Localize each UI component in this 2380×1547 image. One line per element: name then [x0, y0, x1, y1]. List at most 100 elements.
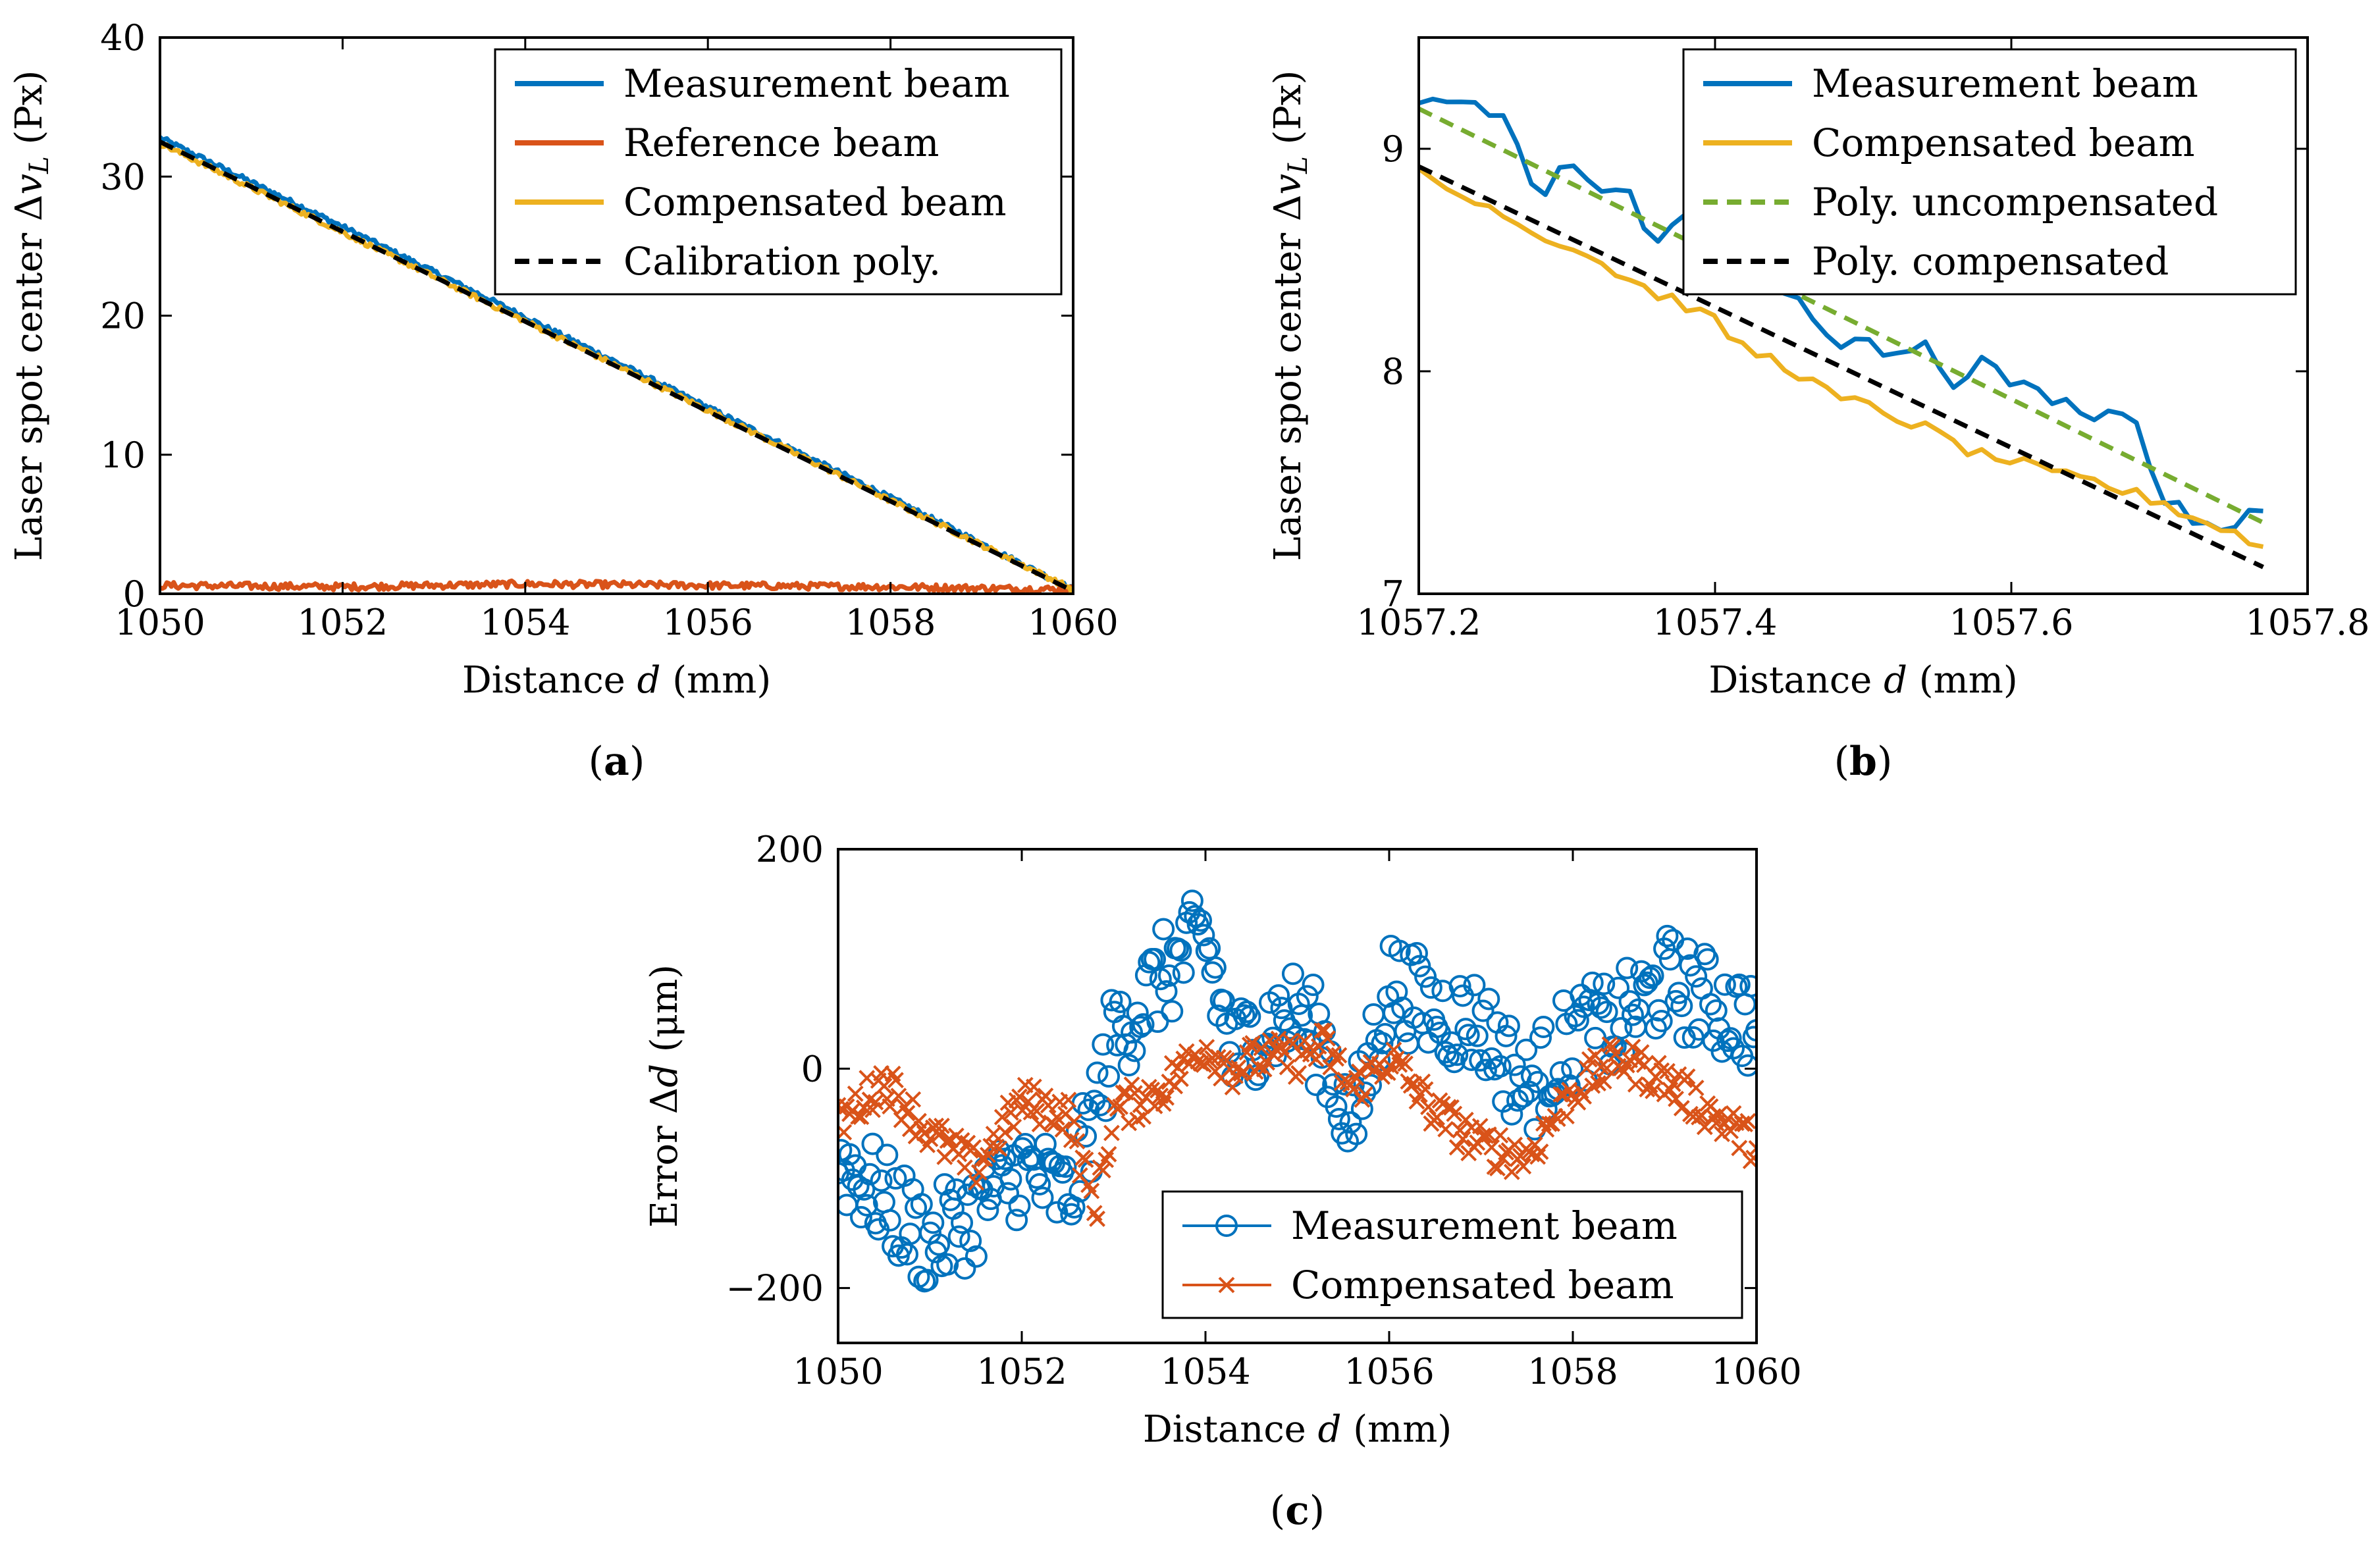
data-point — [1446, 1043, 1469, 1066]
data-point — [1503, 1163, 1520, 1180]
data-point — [1161, 1000, 1184, 1023]
data-point — [1385, 1041, 1402, 1059]
data-point — [1529, 1026, 1552, 1049]
data-point — [1397, 1055, 1414, 1072]
y-tick-label: 40 — [100, 17, 145, 59]
data-point — [1742, 1026, 1757, 1049]
data-point — [1203, 956, 1227, 979]
data-point — [1100, 989, 1123, 1012]
data-point — [916, 1269, 939, 1292]
data-point — [1713, 973, 1736, 996]
data-point — [1457, 1024, 1480, 1047]
data-point — [1448, 975, 1471, 998]
data-point — [1710, 1106, 1728, 1123]
data-point — [1641, 964, 1664, 987]
data-point — [970, 1164, 988, 1181]
data-point — [934, 1117, 950, 1134]
data-point — [1259, 1054, 1275, 1071]
plot-area — [1419, 96, 2265, 569]
data-point — [1673, 1099, 1690, 1116]
data-point — [1748, 1140, 1757, 1157]
data-point — [1126, 1001, 1149, 1024]
data-point — [1745, 1149, 1757, 1167]
data-point — [853, 1178, 876, 1201]
data-point — [1607, 976, 1630, 999]
x-axis-label: Distance d (mm) — [1143, 1408, 1452, 1451]
data-point — [1494, 1024, 1518, 1047]
data-point — [1186, 913, 1209, 936]
y-tick-label: 20 — [100, 296, 145, 337]
data-point — [1645, 1082, 1661, 1099]
data-point — [1489, 1055, 1512, 1078]
data-point — [1633, 1044, 1650, 1061]
data-point — [953, 1257, 976, 1280]
series-poly-uncompensated-line — [1419, 107, 2265, 525]
legend-box — [494, 48, 1063, 296]
legend-entry: Measurement beam — [1703, 61, 2198, 106]
data-point — [855, 1193, 878, 1217]
data-point — [1446, 1105, 1463, 1122]
legend-label: Poly. uncompensated — [1812, 180, 2218, 224]
data-point — [1169, 939, 1192, 962]
data-point — [1155, 980, 1178, 1003]
y-tick-label: 0 — [123, 573, 145, 615]
data-point — [1005, 1118, 1022, 1136]
legend-entry: Calibration poly. — [515, 239, 941, 284]
data-point — [1650, 1010, 1673, 1033]
data-point — [1008, 1194, 1031, 1217]
data-point — [1152, 918, 1175, 941]
data-point — [1532, 1015, 1555, 1038]
data-point — [939, 1132, 956, 1149]
data-point — [1218, 1052, 1235, 1068]
data-point — [1281, 962, 1304, 985]
data-point — [1489, 1160, 1506, 1176]
x-tick-label: 1054 — [1160, 1351, 1250, 1392]
data-point — [861, 1132, 884, 1155]
data-point — [1471, 999, 1494, 1022]
data-point — [1325, 1095, 1348, 1118]
data-point — [1322, 1059, 1339, 1076]
data-point — [1463, 974, 1486, 997]
series-poly-compensated-line — [1419, 164, 2265, 569]
data-point — [1475, 1127, 1491, 1144]
data-point — [1388, 939, 1411, 962]
data-point — [1733, 993, 1757, 1016]
data-point — [936, 1253, 959, 1276]
data-point — [1123, 1039, 1146, 1062]
data-point — [1356, 1086, 1373, 1103]
axes-frame — [837, 848, 1758, 1344]
data-point — [1270, 997, 1293, 1020]
data-point — [1238, 1005, 1261, 1028]
series-compensated-beam-line — [1419, 167, 2264, 549]
data-point — [1728, 973, 1751, 996]
data-point — [1656, 924, 1679, 947]
data-point — [1109, 990, 1132, 1013]
data-point — [1414, 965, 1437, 988]
data-point — [1351, 1063, 1367, 1080]
data-point — [1624, 1038, 1641, 1055]
y-axis-label: Laser spot center ΔvL (Px) — [8, 70, 55, 562]
data-point — [1670, 995, 1693, 1018]
data-point — [1192, 924, 1215, 947]
data-point — [1566, 1009, 1589, 1032]
y-tick-label: 9 — [1382, 128, 1404, 170]
data-point — [1589, 996, 1612, 1019]
data-point — [1126, 1085, 1143, 1102]
legend-box — [1682, 48, 2297, 296]
data-point — [1100, 1145, 1117, 1163]
x-tick-label: 1050 — [115, 602, 205, 643]
series-measurement-beam-line — [1419, 96, 2263, 533]
data-point — [1739, 1113, 1757, 1130]
data-point — [1610, 1016, 1633, 1039]
data-point — [1022, 1104, 1040, 1121]
x-tick-label: 1058 — [1527, 1351, 1618, 1392]
legend-label: Compensated beam — [623, 180, 1007, 224]
legend-label: Measurement beam — [1812, 61, 2198, 106]
data-point — [1561, 1057, 1584, 1080]
legend-entry: Compensated beam — [515, 180, 1007, 224]
data-point — [951, 1145, 968, 1163]
legend-entry: Poly. uncompensated — [1703, 180, 2218, 224]
data-point — [884, 1167, 907, 1190]
data-point — [859, 1163, 882, 1186]
data-point — [1331, 1047, 1348, 1064]
